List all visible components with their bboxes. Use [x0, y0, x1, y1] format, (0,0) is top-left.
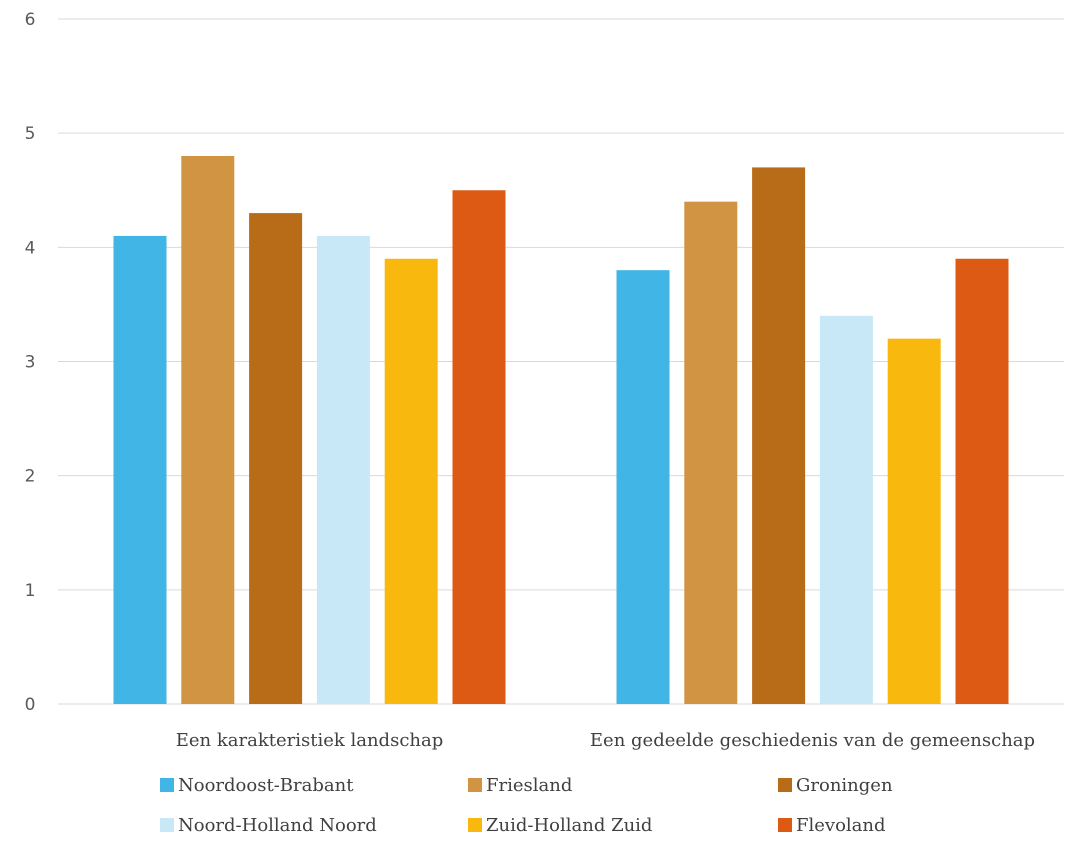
- legend-label: Flevoland: [796, 815, 886, 836]
- bar-groningen: [752, 167, 806, 704]
- y-tick-label: 4: [25, 238, 36, 258]
- legend-label: Zuid-Holland Zuid: [486, 815, 652, 836]
- bar-flevoland: [452, 190, 506, 704]
- bars: [113, 156, 1009, 705]
- legend-swatch: [778, 778, 792, 792]
- legend-swatch: [778, 818, 792, 832]
- x-axis-categories: Een karakteristiek landschap Een gedeelde…: [176, 730, 1035, 751]
- bar-noord-holland-noord: [316, 235, 370, 704]
- bar-flevoland: [955, 258, 1009, 704]
- y-tick-label: 2: [25, 467, 36, 487]
- y-tick-label: 6: [25, 10, 36, 30]
- legend-label: Groningen: [796, 775, 893, 796]
- y-tick-label: 1: [25, 581, 36, 601]
- bar-zuid-holland-zuid: [384, 258, 438, 704]
- x-category-label: Een gedeelde geschiedenis van de gemeens…: [590, 730, 1035, 751]
- y-axis-ticks: 0 1 2 3 4 5 6: [25, 10, 36, 715]
- legend-swatch: [160, 818, 174, 832]
- bar-groningen: [249, 213, 303, 705]
- bar-friesland: [684, 201, 738, 704]
- y-tick-label: 5: [25, 124, 36, 144]
- bar-friesland: [181, 156, 235, 704]
- legend-swatch: [468, 818, 482, 832]
- legend: Noordoost-Brabant Friesland Groningen Noord…: [160, 775, 893, 836]
- y-tick-label: 3: [25, 353, 36, 373]
- legend-label: Noord-Holland Noord: [178, 815, 377, 836]
- bar-noordoost-brabant: [616, 270, 670, 704]
- legend-label: Friesland: [486, 775, 572, 796]
- bar-zuid-holland-zuid: [887, 338, 941, 704]
- y-tick-label: 0: [25, 695, 36, 715]
- legend-swatch: [160, 778, 174, 792]
- legend-label: Noordoost-Brabant: [178, 775, 354, 796]
- legend-swatch: [468, 778, 482, 792]
- bar-noordoost-brabant: [113, 235, 167, 704]
- bar-noord-holland-noord: [819, 315, 873, 704]
- x-category-label: Een karakteristiek landschap: [176, 730, 444, 751]
